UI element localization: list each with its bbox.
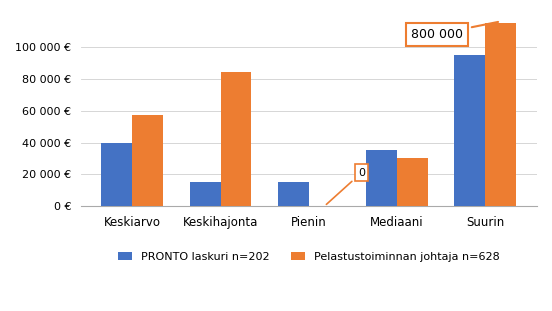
Text: 800 000: 800 000 (411, 22, 498, 41)
Bar (132, 115, 163, 206)
Bar (485, 23, 516, 206)
Bar (454, 55, 485, 206)
Text: 0: 0 (326, 168, 365, 204)
Legend: PRONTO laskuri n=202, Pelastustoiminnan johtaja n=628: PRONTO laskuri n=202, Pelastustoiminnan … (118, 252, 500, 262)
Bar (366, 151, 397, 206)
Bar (278, 182, 309, 206)
Bar (190, 182, 221, 206)
Bar (397, 158, 428, 206)
Bar (102, 142, 132, 206)
Bar (221, 72, 252, 206)
